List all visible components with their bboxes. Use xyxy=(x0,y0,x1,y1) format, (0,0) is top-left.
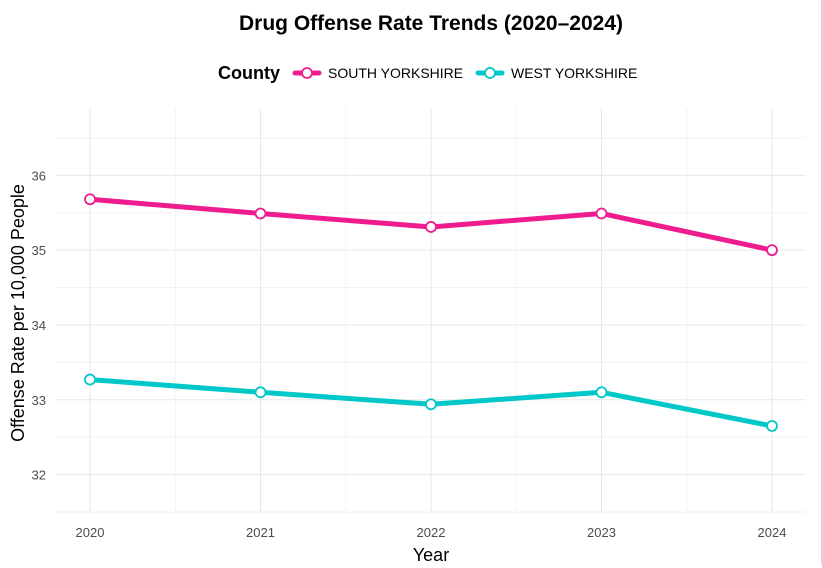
data-point xyxy=(425,221,437,233)
x-tick-label: 2024 xyxy=(758,525,787,540)
data-point xyxy=(595,207,608,220)
chart-title: Drug Offense Rate Trends (2020–2024) xyxy=(239,12,623,35)
y-tick-label: 36 xyxy=(32,168,46,183)
series-layer xyxy=(84,193,778,432)
legend: County SOUTH YORKSHIRE WEST YORKSHIRE xyxy=(218,63,637,83)
y-tick-label: 32 xyxy=(32,468,46,483)
data-point xyxy=(254,207,267,220)
data-point xyxy=(84,193,96,206)
data-point xyxy=(766,420,778,432)
data-point xyxy=(254,386,267,399)
data-point xyxy=(425,398,437,411)
legend-title: County xyxy=(218,63,280,83)
y-axis-label: Offense Rate per 10,000 People xyxy=(8,184,28,442)
data-point xyxy=(766,244,778,257)
x-tick-label: 2023 xyxy=(587,525,616,540)
x-tick-label: 2021 xyxy=(246,525,275,540)
x-tick-label: 2022 xyxy=(417,525,446,540)
x-axis-label: Year xyxy=(413,545,449,563)
legend-item-label: SOUTH YORKSHIRE xyxy=(328,65,463,81)
legend-key-marker xyxy=(484,67,496,79)
y-tick-label: 34 xyxy=(32,318,46,333)
legend-item-label: WEST YORKSHIRE xyxy=(511,65,637,81)
y-tick-label: 35 xyxy=(32,243,46,258)
axis-layer: 32 33 34 35 36 2020 2021 2022 2023 2024 xyxy=(32,168,787,540)
grid-layer xyxy=(56,108,806,513)
legend-key-marker xyxy=(301,67,313,79)
data-point xyxy=(595,386,608,399)
x-tick-label: 2020 xyxy=(76,525,105,540)
y-tick-label: 33 xyxy=(32,393,46,408)
data-point xyxy=(84,373,96,386)
